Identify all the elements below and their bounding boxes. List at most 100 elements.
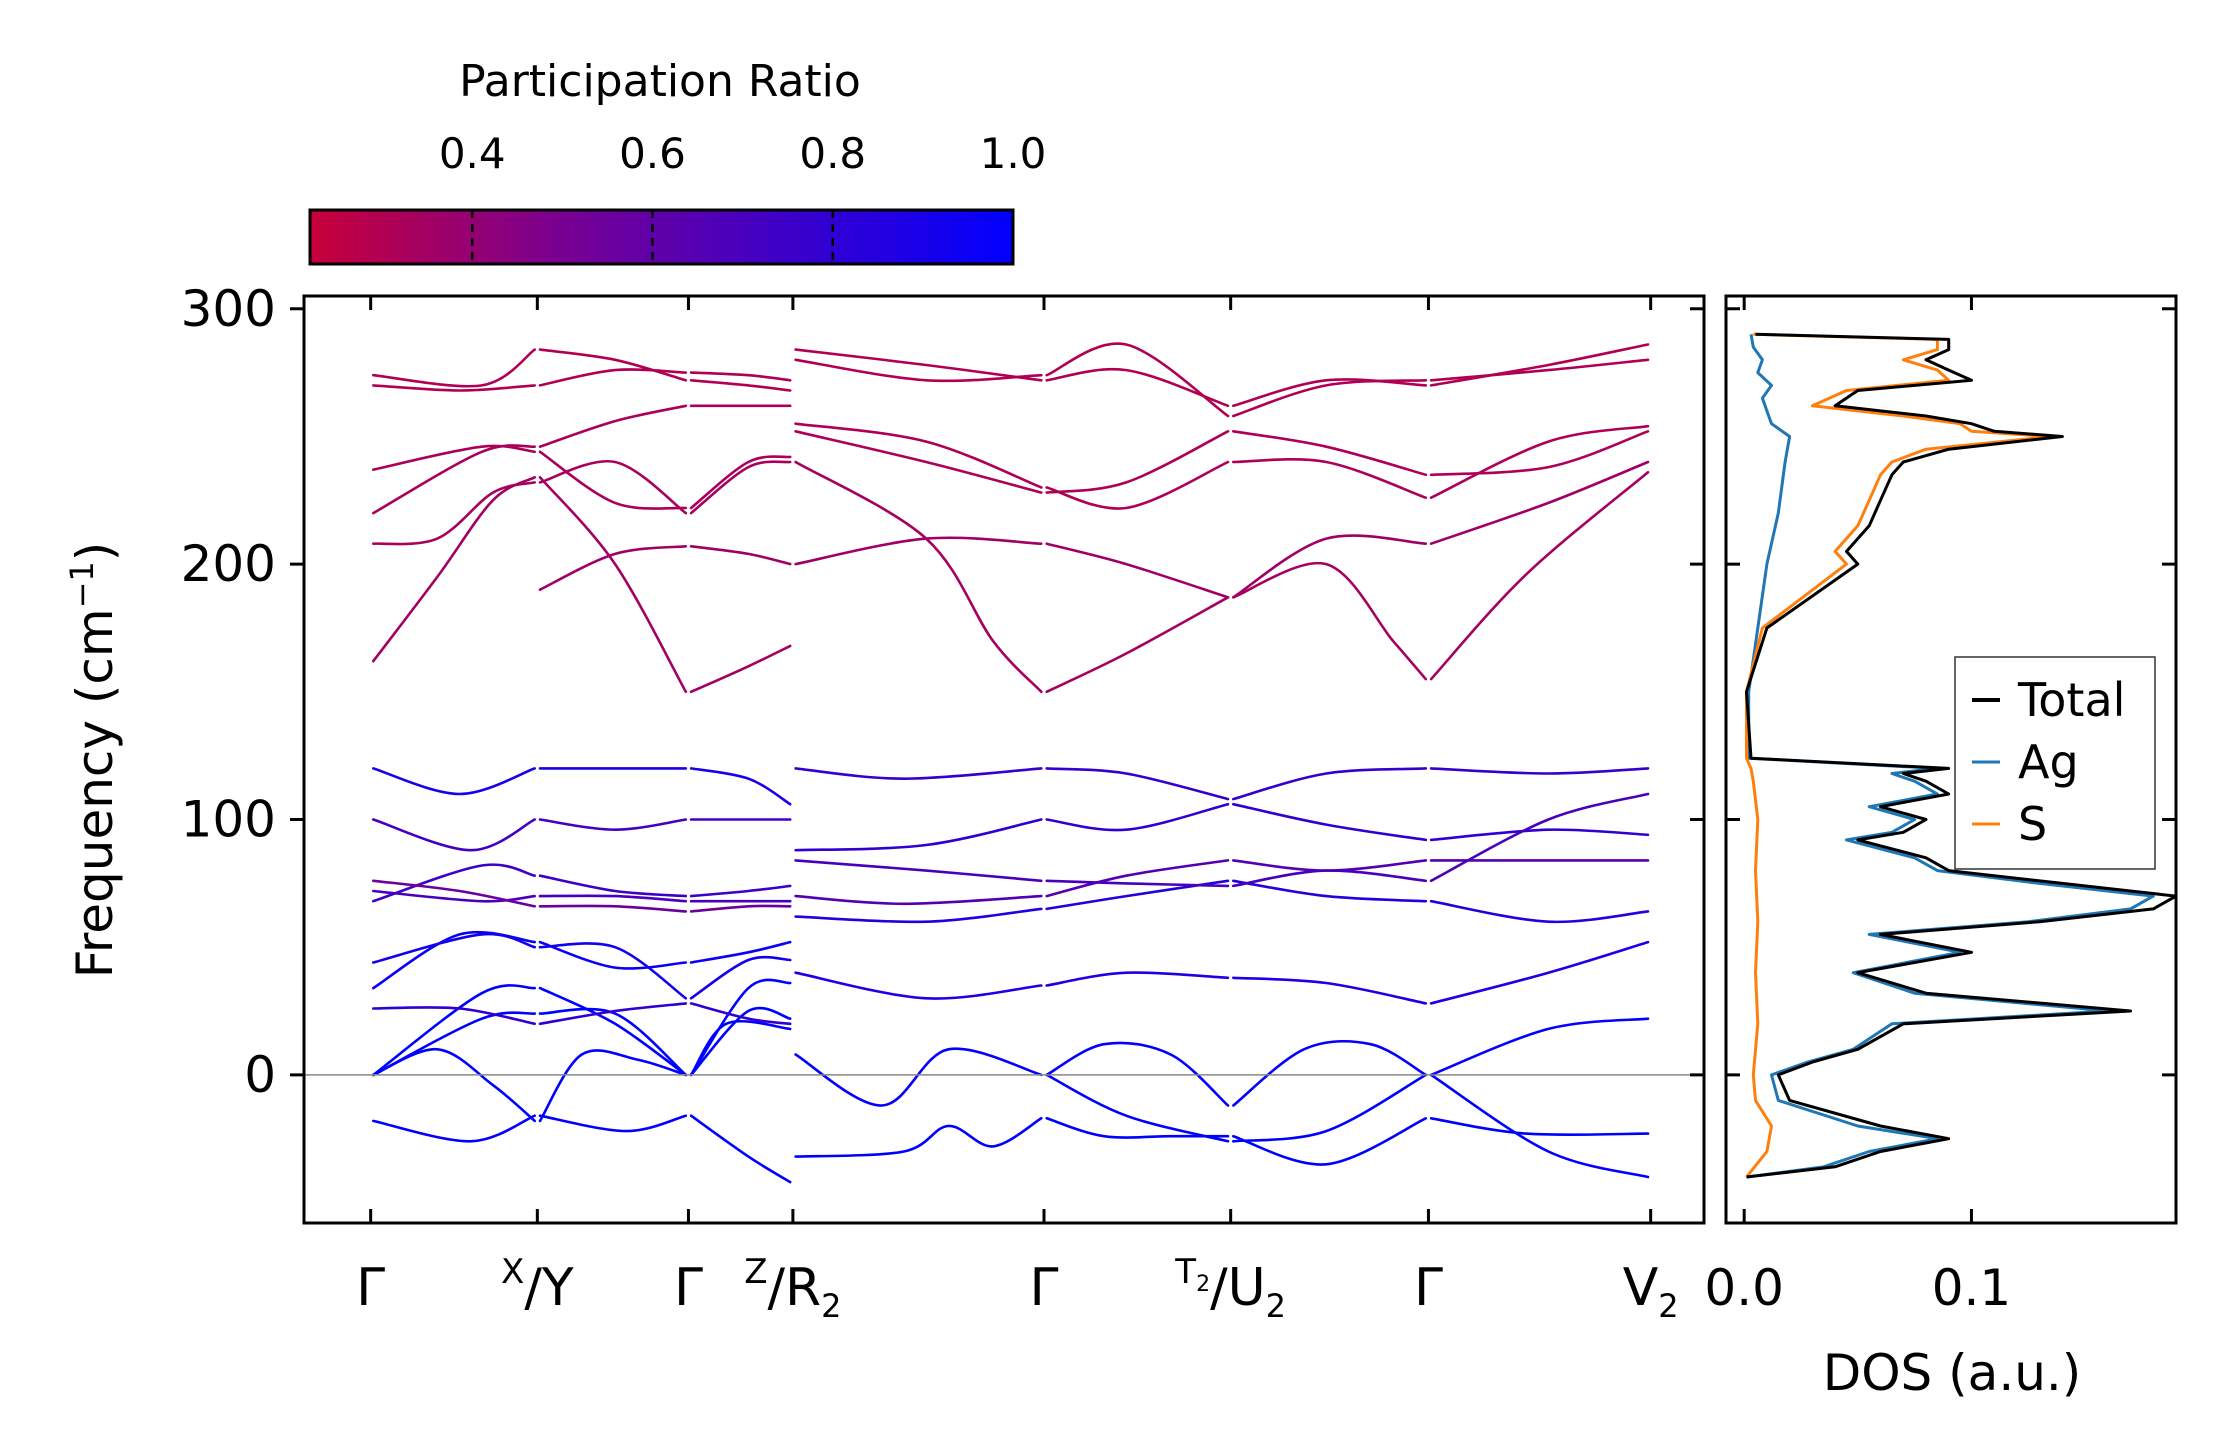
phonon-band xyxy=(1045,767,1230,801)
k-label-subscript: 2 xyxy=(821,1287,841,1325)
phonon-band xyxy=(538,1007,688,1077)
phonon-band xyxy=(372,476,536,663)
phonon-band xyxy=(1232,879,1428,903)
phonon-band xyxy=(1232,561,1428,681)
phonon-band xyxy=(372,348,536,388)
k-point-label: X/Y xyxy=(501,1252,574,1318)
k-label-main: Γ xyxy=(1030,1258,1059,1318)
legend-label: Total xyxy=(2017,673,2125,727)
phonon-band xyxy=(538,348,688,382)
k-label-main: Γ xyxy=(356,1258,385,1318)
phonon-band xyxy=(794,1047,1043,1107)
colorbar-tick-label: 0.6 xyxy=(619,129,686,178)
phonon-band xyxy=(1232,802,1428,842)
k-label-prefix-subscript: 2 xyxy=(1196,1272,1210,1297)
phonon-band xyxy=(1045,971,1230,987)
k-point-label: Γ xyxy=(1030,1258,1059,1318)
legend-label: Ag xyxy=(2018,735,2079,789)
k-label-main: Γ xyxy=(1414,1258,1443,1318)
dos-axes: 0.0 0.1 xyxy=(1704,296,2176,1317)
phonon-band xyxy=(1045,1041,1230,1107)
phonon-band xyxy=(1045,430,1230,494)
phonon-band xyxy=(1232,976,1428,1005)
dos-series-s xyxy=(1745,332,2053,1178)
k-label-main: /R xyxy=(768,1258,822,1318)
dos-series-total xyxy=(1745,332,2176,1179)
phonon-band xyxy=(794,358,1043,383)
phonon-band xyxy=(538,986,688,1077)
phonon-band xyxy=(689,379,792,392)
k-label-main: /Y xyxy=(524,1258,574,1318)
colorbar-tick-label: 1.0 xyxy=(980,129,1047,178)
phonon-band xyxy=(538,450,688,510)
phonon-band xyxy=(372,932,536,964)
k-label-main: V xyxy=(1623,1258,1659,1318)
phonon-band xyxy=(1429,424,1650,499)
phonon-band xyxy=(372,481,536,546)
phonon-band xyxy=(689,1002,792,1026)
y-axis-label-close: ) xyxy=(66,542,124,562)
phonon-band xyxy=(538,894,688,903)
phonon-band xyxy=(689,955,792,1000)
phonon-band xyxy=(689,1019,792,1077)
y-axis-label-text: Frequency (cm xyxy=(66,608,124,978)
phonon-band xyxy=(538,545,688,591)
phonon-band xyxy=(372,1114,536,1143)
phonon-band xyxy=(1429,767,1650,775)
dos-x-tick-label: 0.1 xyxy=(1932,1259,2012,1317)
phonon-band xyxy=(372,444,536,471)
phonon-band xyxy=(1232,430,1428,477)
phonon-band xyxy=(538,1049,688,1123)
phonon-band xyxy=(689,644,792,694)
phonon-band xyxy=(794,430,1043,494)
phonon-band xyxy=(372,984,536,1077)
phonon-band xyxy=(794,818,1043,852)
phonon-band xyxy=(794,536,1043,566)
k-point-label: Γ xyxy=(356,1258,385,1318)
y-axis-label-exponent: −1 xyxy=(63,561,101,608)
phonon-band xyxy=(1045,1073,1230,1143)
phonon-band xyxy=(538,476,688,694)
y-tick-label: 0 xyxy=(244,1046,276,1104)
colorbar-ticks: 0.4 0.6 0.8 1.0 xyxy=(439,129,1047,264)
phonon-band xyxy=(372,818,536,852)
phonon-band xyxy=(1045,342,1230,418)
phonon-band xyxy=(1232,859,1428,872)
phonon-band xyxy=(689,904,792,913)
phonon-band xyxy=(538,940,688,970)
k-label-main: Γ xyxy=(674,1258,703,1318)
phonon-band xyxy=(689,884,792,898)
dos-panel: 0.0 0.1 DOS (a.u.) Total Ag S xyxy=(1704,294,2178,1402)
phonon-band xyxy=(1429,343,1650,387)
phonon-band xyxy=(794,1117,1043,1158)
phonon-band xyxy=(1232,1073,1428,1143)
phonon-band xyxy=(794,422,1043,489)
k-point-label: Γ xyxy=(674,1258,703,1318)
phonon-band xyxy=(1232,378,1428,408)
colorbar: Participation Ratio 0.4 0.6 0.8 1.0 xyxy=(308,56,1047,266)
k-label-subscript: 2 xyxy=(1266,1287,1286,1325)
phonon-band xyxy=(689,460,792,515)
phonon-band xyxy=(689,1114,792,1184)
phonon-band xyxy=(689,940,792,964)
phonon-band xyxy=(372,930,536,990)
phonon-band xyxy=(538,404,688,448)
legend-label: S xyxy=(2018,797,2047,851)
phonon-band xyxy=(794,971,1043,1000)
phonon-band xyxy=(1232,379,1428,418)
phonon-band xyxy=(1429,470,1650,681)
phonon-band xyxy=(1429,899,1650,924)
phonon-band xyxy=(372,879,536,908)
phonon-band xyxy=(1045,879,1230,911)
phonon-band xyxy=(689,545,792,566)
phonon-band xyxy=(1232,869,1428,888)
phonon-band xyxy=(372,889,536,903)
colorbar-label: Participation Ratio xyxy=(459,56,861,107)
phonon-band xyxy=(1232,1039,1428,1107)
colorbar-tick-label: 0.8 xyxy=(799,129,866,178)
phonon-band xyxy=(794,859,1043,883)
band-lines xyxy=(372,342,1650,1184)
phonon-band xyxy=(794,348,1043,382)
phonon-band xyxy=(794,894,1043,906)
